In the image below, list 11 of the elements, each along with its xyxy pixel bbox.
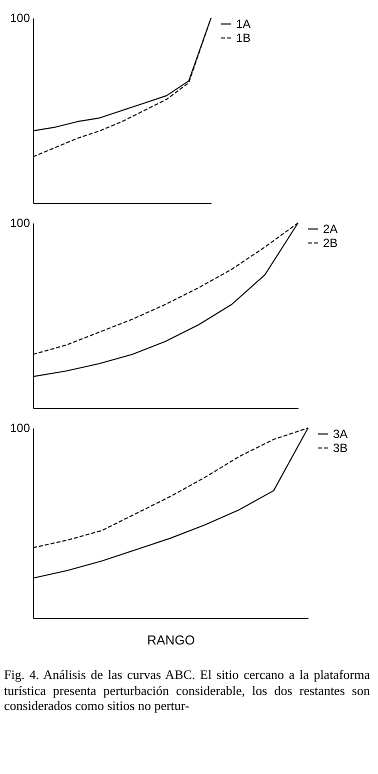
text: 100 <box>10 11 30 25</box>
text: 100 <box>10 421 30 435</box>
legend-label: 1B <box>236 31 251 45</box>
caption: Fig. 4. Análisis de las curvas ABC. El sitio cercano a la plataforma turística presenta perturbación considerable, los dos restantes son considerados como sitios no pertur- <box>4 667 370 714</box>
legend-label: 3A <box>333 427 348 441</box>
text: 100 <box>10 216 30 230</box>
legend-label: 1A <box>236 17 251 31</box>
legend-label: 2B <box>323 236 338 250</box>
legend-label: 2A <box>323 222 338 236</box>
x-axis-title: RANGO <box>147 632 195 648</box>
legend-label: 3B <box>333 441 348 455</box>
